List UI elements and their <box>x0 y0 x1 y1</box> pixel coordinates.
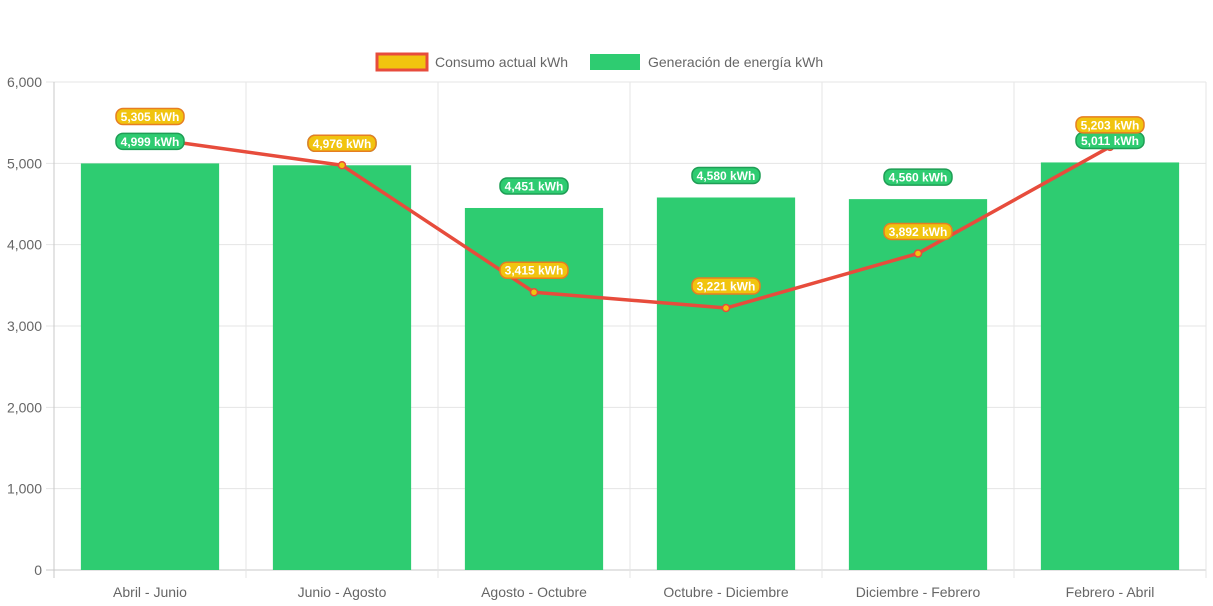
generation-value-label: 4,560 kWh <box>889 171 948 185</box>
consumption-point <box>529 287 539 297</box>
consumption-value-label: 4,976 kWh <box>313 137 372 151</box>
generation-value-badge: 4,560 kWh <box>883 168 953 186</box>
consumption-point <box>337 161 347 170</box>
consumption-value-badge-bg <box>691 277 761 295</box>
y-tick-label: 6,000 <box>7 74 42 90</box>
y-tick-label: 0 <box>34 562 42 578</box>
generation-bar <box>1040 162 1180 570</box>
consumption-value-badge-bg <box>883 222 953 241</box>
generation-value-badge-bg <box>883 168 953 186</box>
consumption-value-badge-bg <box>115 107 185 126</box>
generation-value-badge-bg <box>115 132 185 151</box>
x-tick-label: Junio - Agosto <box>298 584 387 600</box>
consumption-value-badge: 5,203 kWh <box>1075 116 1145 134</box>
y-tick-label: 2,000 <box>7 399 42 415</box>
generation-value-badge-bg <box>499 177 569 195</box>
x-tick-label: Abril - Junio <box>113 584 187 600</box>
consumption-value-label: 3,221 kWh <box>697 280 756 294</box>
consumption-value-badge-bg <box>499 261 569 279</box>
legend-item-consumption[interactable]: Consumo actual kWh <box>375 52 568 72</box>
consumption-value-badge: 3,221 kWh <box>691 277 761 295</box>
consumption-value-badge-bg <box>1075 116 1145 134</box>
x-tick-label: Diciembre - Febrero <box>856 584 981 600</box>
generation-value-badge: 4,451 kWh <box>499 177 569 195</box>
generation-value-badge: 4,580 kWh <box>691 166 761 185</box>
generation-bar <box>80 163 220 570</box>
x-tick-label: Febrero - Abril <box>1066 584 1155 600</box>
generation-value-label: 4,999 kWh <box>121 135 180 149</box>
consumption-value-badge: 3,892 kWh <box>883 222 953 241</box>
consumption-value-badge-bg <box>307 134 377 153</box>
legend: Consumo actual kWh Generación de energía… <box>375 52 823 72</box>
generation-bar <box>848 199 988 570</box>
generation-bar <box>272 165 412 570</box>
consumption-value-label: 3,415 kWh <box>505 264 564 278</box>
consumption-value-label: 5,305 kWh <box>121 110 180 124</box>
legend-swatch-consumption <box>375 52 429 72</box>
consumption-value-label: 5,203 kWh <box>1081 118 1140 132</box>
axes: 0 1,000 2,000 3,000 4,000 5,000 6,000 Abril - J… <box>7 74 1154 600</box>
legend-item-generation[interactable]: Generación de energía kWh <box>590 54 823 70</box>
consumption-value-badge: 4,976 kWh <box>307 134 377 153</box>
consumption-value-badge: 5,305 kWh <box>115 107 185 126</box>
generation-bar <box>656 197 796 570</box>
legend-label-generation: Generación de energía kWh <box>648 54 823 70</box>
grid-lines <box>46 81 1207 578</box>
generation-value-label: 4,451 kWh <box>505 179 564 193</box>
x-tick-label: Agosto - Octubre <box>481 584 587 600</box>
consumption-point <box>721 303 731 313</box>
consumption-value-label: 3,892 kWh <box>889 225 948 239</box>
generation-value-badge: 4,999 kWh <box>115 132 185 151</box>
data-labels: 4,999 kWh 4,976 kWh 4,451 kWh 4,580 kWh 4,56… <box>115 107 1145 295</box>
y-tick-label: 3,000 <box>7 318 42 334</box>
generation-value-label: 4,580 kWh <box>697 169 756 183</box>
generation-value-label: 5,011 kWh <box>1081 134 1139 148</box>
y-tick-label: 1,000 <box>7 481 42 497</box>
generation-bars <box>80 162 1180 570</box>
y-tick-label: 4,000 <box>7 237 42 253</box>
x-tick-label: Octubre - Diciembre <box>663 584 788 600</box>
legend-label-consumption: Consumo actual kWh <box>435 54 568 70</box>
generation-value-badge: 5,011 kWh <box>1075 131 1145 150</box>
legend-swatch-generation <box>590 54 640 70</box>
y-tick-label: 5,000 <box>7 155 42 171</box>
consumption-value-badge: 3,415 kWh <box>499 261 569 279</box>
generation-value-badge-bg <box>691 166 761 185</box>
consumption-point <box>913 249 923 258</box>
